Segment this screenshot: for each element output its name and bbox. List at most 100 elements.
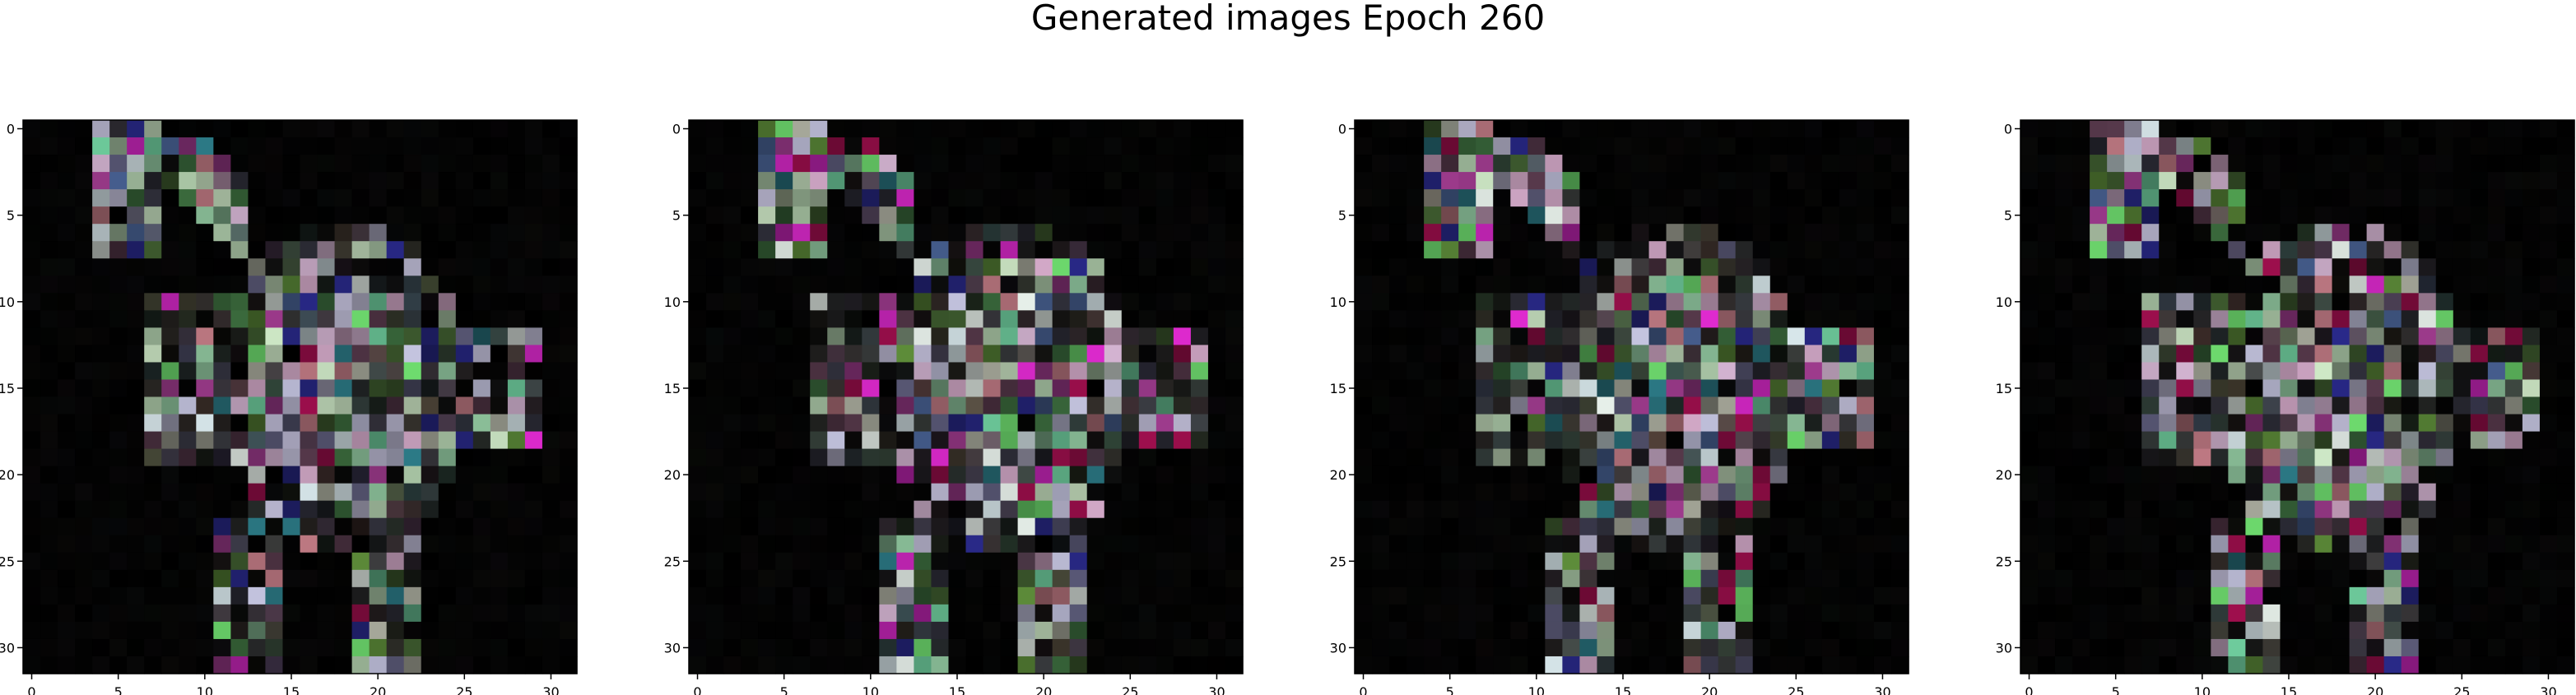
image-pixel <box>1407 604 1425 623</box>
image-pixel <box>879 120 897 138</box>
image-pixel <box>2262 569 2281 588</box>
image-pixel <box>1718 345 1737 364</box>
image-pixel <box>2211 137 2229 155</box>
image-pixel <box>2297 293 2316 311</box>
image-pixel <box>490 431 509 450</box>
image-pixel <box>2280 120 2299 138</box>
image-pixel <box>1787 414 1806 433</box>
image-pixel <box>1804 258 1823 276</box>
image-pixel <box>2072 172 2090 190</box>
image-pixel <box>1666 535 1685 554</box>
image-pixel <box>490 224 509 242</box>
image-pixel <box>948 431 967 450</box>
image-pixel <box>2556 535 2575 554</box>
image-pixel <box>2435 638 2454 657</box>
image-pixel <box>421 241 439 259</box>
image-pixel <box>1787 483 1806 502</box>
image-pixel <box>2522 604 2541 623</box>
image-pixel <box>127 552 145 571</box>
image-pixel <box>351 466 370 484</box>
image-pixel <box>1207 137 1226 155</box>
image-pixel <box>248 276 267 294</box>
image-pixel <box>2332 535 2350 554</box>
image-pixel <box>334 137 353 155</box>
image-pixel <box>1476 431 1494 450</box>
image-pixel <box>1441 310 1459 328</box>
image-pixel <box>1407 466 1425 484</box>
image-pixel <box>1545 379 1563 398</box>
x-tick-label: 15 <box>1615 684 1631 695</box>
image-pixel <box>1372 172 1390 190</box>
image-pixel <box>2366 431 2385 450</box>
image-pixel <box>1648 621 1667 640</box>
image-pixel <box>723 327 742 346</box>
image-pixel <box>1718 466 1737 484</box>
image-pixel <box>2332 310 2350 328</box>
image-pixel <box>1597 483 1616 502</box>
image-pixel <box>775 120 793 138</box>
image-pixel <box>1821 241 1840 259</box>
image-pixel <box>1735 241 1754 259</box>
image-pixel <box>1407 362 1425 381</box>
image-pixel <box>1562 483 1581 502</box>
image-pixel <box>2280 466 2299 484</box>
image-pixel <box>351 586 370 605</box>
image-pixel <box>23 206 41 225</box>
image-pixel <box>1890 293 1909 311</box>
image-pixel <box>2193 172 2211 190</box>
image-pixel <box>2314 517 2333 536</box>
image-pixel <box>1735 206 1754 225</box>
image-pixel <box>2176 621 2194 640</box>
image-pixel <box>2038 517 2056 536</box>
image-pixel <box>2522 621 2541 640</box>
image-pixel <box>1735 535 1754 554</box>
image-pixel <box>1493 552 1511 571</box>
image-pixel <box>862 345 880 364</box>
image-pixel <box>1407 448 1425 467</box>
image-pixel <box>1752 241 1771 259</box>
image-pixel <box>1804 466 1823 484</box>
image-pixel <box>109 535 128 554</box>
image-pixel <box>2383 155 2402 173</box>
image-pixel <box>282 586 301 605</box>
image-pixel <box>1086 638 1105 657</box>
image-pixel <box>723 224 742 242</box>
image-pixel <box>2159 621 2177 640</box>
image-pixel <box>2280 276 2299 294</box>
image-pixel <box>2522 483 2541 502</box>
image-pixel <box>2159 569 2177 588</box>
image-pixel <box>2539 120 2558 138</box>
image-pixel <box>2124 379 2142 398</box>
image-pixel <box>1614 293 1633 311</box>
image-pixel <box>1769 483 1788 502</box>
image-pixel <box>1207 155 1226 173</box>
y-tick-label: 20 <box>664 467 681 483</box>
image-pixel <box>1666 345 1685 364</box>
image-pixel <box>1787 466 1806 484</box>
image-pixel <box>1069 258 1088 276</box>
image-pixel <box>438 362 457 381</box>
image-pixel <box>75 621 93 640</box>
image-pixel <box>1155 500 1174 519</box>
image-pixel <box>2383 517 2402 536</box>
image-pixel <box>196 586 214 605</box>
image-pixel <box>75 189 93 207</box>
image-pixel <box>775 293 793 311</box>
image-pixel <box>1493 586 1511 605</box>
image-pixel <box>334 500 353 519</box>
image-pixel <box>1839 431 1858 450</box>
image-pixel <box>1890 224 1909 242</box>
image-pixel <box>983 569 1002 588</box>
image-pixel <box>1873 258 1892 276</box>
image-pixel <box>2314 414 2333 433</box>
image-pixel <box>472 621 491 640</box>
image-pixel <box>507 466 526 484</box>
image-pixel <box>1441 466 1459 484</box>
image-pixel <box>1017 535 1036 554</box>
image-pixel <box>179 586 197 605</box>
image-pixel <box>2280 656 2299 674</box>
image-pixel <box>23 172 41 190</box>
image-pixel <box>758 310 776 328</box>
image-pixel <box>827 552 845 571</box>
image-pixel <box>490 414 509 433</box>
